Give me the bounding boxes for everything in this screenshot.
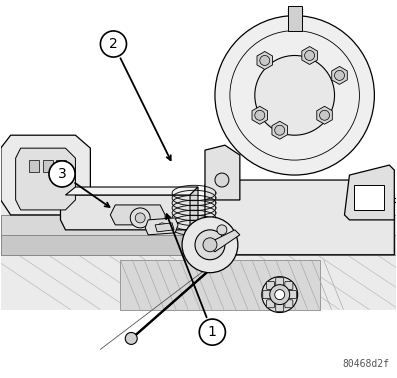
Circle shape: [270, 285, 290, 305]
Circle shape: [199, 319, 225, 345]
FancyBboxPatch shape: [276, 278, 284, 286]
Polygon shape: [1, 200, 396, 310]
Polygon shape: [272, 121, 287, 139]
Circle shape: [217, 225, 227, 235]
FancyBboxPatch shape: [276, 304, 284, 311]
FancyBboxPatch shape: [266, 282, 275, 290]
FancyBboxPatch shape: [285, 300, 293, 308]
Polygon shape: [332, 67, 347, 84]
Polygon shape: [110, 205, 165, 225]
Circle shape: [135, 213, 145, 223]
Polygon shape: [205, 180, 394, 255]
Polygon shape: [1, 235, 396, 255]
Polygon shape: [345, 165, 394, 220]
Polygon shape: [145, 218, 178, 235]
Polygon shape: [120, 260, 320, 310]
Polygon shape: [302, 46, 317, 65]
Polygon shape: [1, 215, 396, 245]
Polygon shape: [190, 187, 198, 230]
Circle shape: [255, 110, 265, 120]
FancyBboxPatch shape: [266, 300, 275, 308]
Polygon shape: [317, 106, 332, 124]
Polygon shape: [355, 185, 384, 210]
Polygon shape: [1, 135, 91, 215]
Circle shape: [304, 51, 314, 60]
Circle shape: [215, 173, 229, 187]
Polygon shape: [66, 187, 198, 195]
Polygon shape: [155, 223, 174, 232]
Polygon shape: [0, 143, 1, 205]
Text: 3: 3: [58, 167, 66, 181]
Circle shape: [182, 217, 238, 273]
Polygon shape: [15, 148, 75, 210]
FancyBboxPatch shape: [285, 282, 293, 290]
Polygon shape: [205, 145, 240, 200]
Text: 1: 1: [208, 325, 217, 339]
Polygon shape: [60, 195, 195, 230]
FancyBboxPatch shape: [289, 291, 297, 299]
Polygon shape: [56, 160, 66, 172]
Text: 80468d2f: 80468d2f: [342, 359, 389, 369]
Circle shape: [262, 277, 298, 313]
Polygon shape: [205, 230, 240, 252]
Polygon shape: [29, 160, 39, 172]
Circle shape: [130, 208, 150, 228]
Circle shape: [195, 230, 225, 260]
Polygon shape: [288, 6, 302, 31]
Polygon shape: [257, 51, 272, 70]
Circle shape: [100, 31, 127, 57]
Circle shape: [125, 333, 137, 344]
Polygon shape: [252, 106, 268, 124]
Circle shape: [215, 15, 374, 175]
Circle shape: [255, 56, 335, 135]
Circle shape: [203, 238, 217, 252]
FancyBboxPatch shape: [263, 291, 271, 299]
Circle shape: [275, 290, 285, 300]
Polygon shape: [42, 160, 52, 172]
Circle shape: [158, 223, 166, 231]
Circle shape: [275, 125, 285, 135]
Circle shape: [335, 70, 345, 81]
Circle shape: [260, 56, 270, 65]
Circle shape: [49, 161, 75, 187]
Text: 2: 2: [109, 37, 118, 51]
Circle shape: [320, 110, 330, 120]
